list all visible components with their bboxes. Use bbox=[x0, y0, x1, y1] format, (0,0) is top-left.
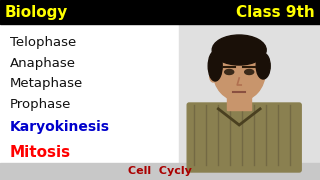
Ellipse shape bbox=[245, 69, 254, 75]
Ellipse shape bbox=[210, 70, 217, 82]
FancyBboxPatch shape bbox=[187, 103, 301, 172]
Ellipse shape bbox=[256, 53, 270, 79]
Ellipse shape bbox=[208, 51, 222, 81]
Bar bbox=[0, 24, 320, 163]
Ellipse shape bbox=[225, 69, 234, 75]
Text: Metaphase: Metaphase bbox=[10, 77, 83, 90]
Text: Class 9th: Class 9th bbox=[236, 5, 315, 20]
Bar bbox=[0, 163, 320, 180]
Ellipse shape bbox=[213, 43, 265, 101]
Text: Karyokinesis: Karyokinesis bbox=[10, 120, 109, 134]
Text: Anaphase: Anaphase bbox=[10, 57, 76, 69]
Bar bbox=[227, 90, 251, 110]
Text: Telophase: Telophase bbox=[10, 36, 76, 49]
Text: Prophase: Prophase bbox=[10, 98, 71, 111]
Text: Cell  Cycly: Cell Cycly bbox=[128, 166, 192, 176]
Text: Mitosis: Mitosis bbox=[10, 145, 71, 160]
Ellipse shape bbox=[212, 35, 266, 65]
Text: Biology: Biology bbox=[5, 5, 68, 20]
Bar bbox=[179, 24, 320, 163]
Bar bbox=[0, 0, 320, 24]
